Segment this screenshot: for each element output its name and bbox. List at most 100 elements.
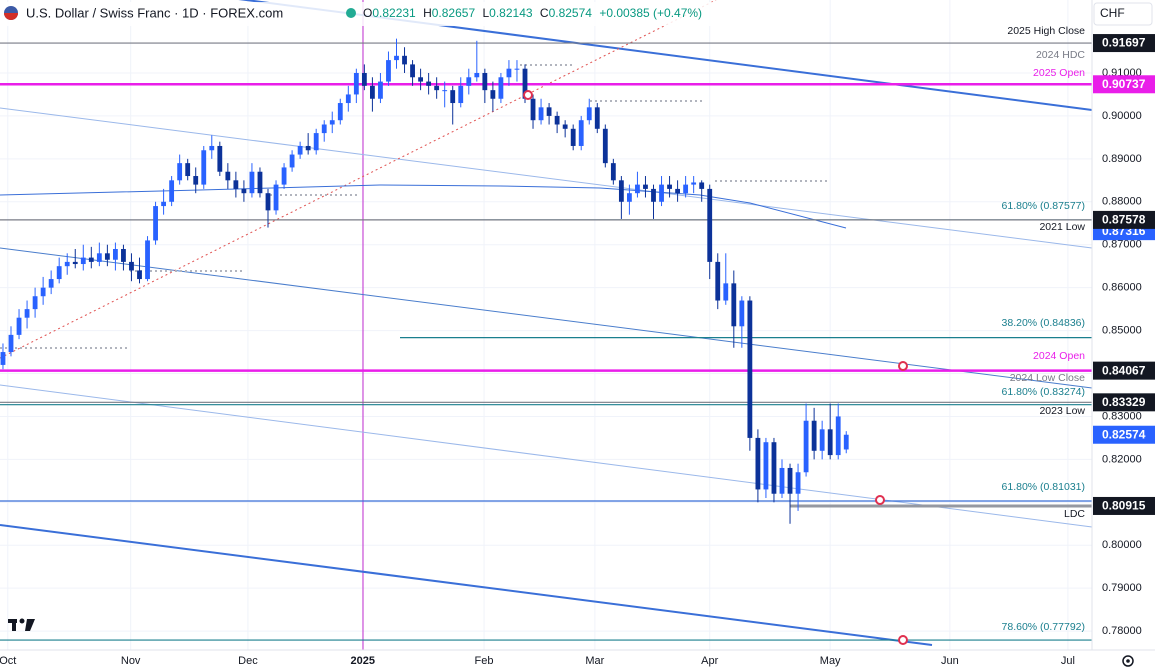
candle-body (530, 98, 536, 121)
candle-body (410, 64, 415, 78)
candle-body (225, 171, 231, 181)
candle-body (337, 103, 343, 121)
y-tick-label: 0.90000 (1102, 110, 1142, 122)
candle-body (538, 107, 544, 121)
y-tick-label: 0.85000 (1102, 324, 1142, 336)
candle-body (241, 188, 247, 194)
x-tick-label: Apr (701, 655, 718, 667)
trendline (0, 384, 1093, 528)
x-tick-label: Jun (941, 655, 959, 667)
candle-body (675, 188, 681, 194)
annotation: 2023 Low (1039, 405, 1085, 417)
candle-body (249, 171, 255, 194)
candle-body (819, 429, 825, 451)
candle-body (618, 180, 624, 202)
candle-body (626, 193, 632, 202)
candle-body (402, 55, 407, 65)
candle-body (715, 261, 721, 301)
candle-body (169, 180, 175, 202)
currency: CHF (1100, 6, 1125, 20)
annotation: 61.80% (0.83274) (1002, 386, 1085, 398)
annotations: 2025 High Close 2024 HDC 2025 Open 61.80… (1002, 25, 1086, 633)
candle-body (482, 72, 488, 91)
price-box (1093, 34, 1155, 53)
candle-body (378, 81, 383, 99)
candle-body (659, 184, 664, 202)
candle-body (434, 85, 440, 91)
candle-body (145, 240, 150, 280)
candle-body (755, 437, 761, 490)
candle-body (185, 163, 191, 177)
trendline (0, 524, 933, 646)
candle-body (88, 257, 94, 262)
price-box (1093, 393, 1155, 412)
annotation: 2021 Low (1039, 221, 1085, 233)
candle-body (72, 261, 78, 265)
candle-body (201, 150, 207, 185)
candle-body (265, 193, 271, 211)
settings-icon[interactable] (1122, 655, 1134, 667)
candle-body (329, 120, 335, 125)
candle-body (586, 107, 592, 121)
candle-body (40, 287, 46, 297)
candle-body (345, 94, 351, 104)
candle-body (763, 442, 769, 490)
candle-body (723, 283, 729, 301)
price-box (1093, 425, 1155, 444)
price-box (1093, 496, 1155, 515)
candle-body (313, 133, 319, 151)
candle-body (418, 77, 424, 82)
annotation: 78.60% (0.77792) (1002, 621, 1085, 633)
candle-body (80, 257, 86, 265)
candle-body (129, 261, 134, 271)
y-tick-label: 0.78000 (1102, 625, 1142, 637)
ohlc-value: 0.82143 (489, 6, 533, 20)
candle-body (112, 249, 118, 260)
x-tick-label: Mar (585, 655, 604, 667)
annotation: 2025 Open (1033, 67, 1085, 79)
axes: 0.910000.900000.890000.880000.870000.860… (0, 34, 1155, 667)
x-tick-label: Dec (238, 655, 258, 667)
candle-body (48, 279, 54, 288)
price-box-label: 0.84067 (1102, 363, 1146, 377)
flag-icon (4, 13, 18, 20)
candle-body (474, 72, 480, 78)
grid (0, 0, 1092, 650)
annotation: LDC (1064, 508, 1085, 520)
candle-body (426, 81, 432, 86)
candle-body (827, 429, 833, 456)
candle-body (361, 72, 367, 86)
candle-body (104, 253, 110, 260)
candle-body (546, 107, 552, 116)
ohlc-value: 0.82574 (549, 6, 593, 20)
candle-body (177, 163, 183, 181)
price-box (1093, 361, 1155, 380)
candle-body (273, 184, 279, 211)
y-tick-label: 0.87000 (1102, 239, 1142, 251)
candle-body (217, 145, 223, 172)
ohlc-label: O (363, 6, 372, 20)
candle-body (394, 55, 399, 61)
candle-body (442, 90, 448, 92)
candle-body (193, 176, 199, 185)
price-axis-bg (1092, 0, 1155, 671)
y-tick-label: 0.86000 (1102, 282, 1142, 294)
levels (0, 42, 1092, 641)
candle-body (643, 184, 648, 189)
candle-body (121, 249, 126, 262)
ohlc: O0.82231 H0.82657 L0.82143 C0.82574 +0.0… (363, 6, 702, 20)
currency-button[interactable] (1093, 2, 1153, 26)
x-tick-label: May (820, 655, 841, 667)
candle-body (522, 68, 528, 99)
candle-body (458, 85, 464, 104)
annotation: 2025 High Close (1007, 25, 1085, 37)
candle-body (779, 467, 785, 494)
annotation: 2024 HDC (1036, 49, 1085, 61)
drawings (0, 0, 1093, 650)
candle-body (602, 128, 608, 164)
trendline (0, 247, 1093, 389)
candle-body (578, 120, 584, 146)
x-tick-label: Feb (475, 655, 494, 667)
header: U.S. Dollar / Swiss Franc · 1D · FOREX.c… (0, 2, 1153, 26)
